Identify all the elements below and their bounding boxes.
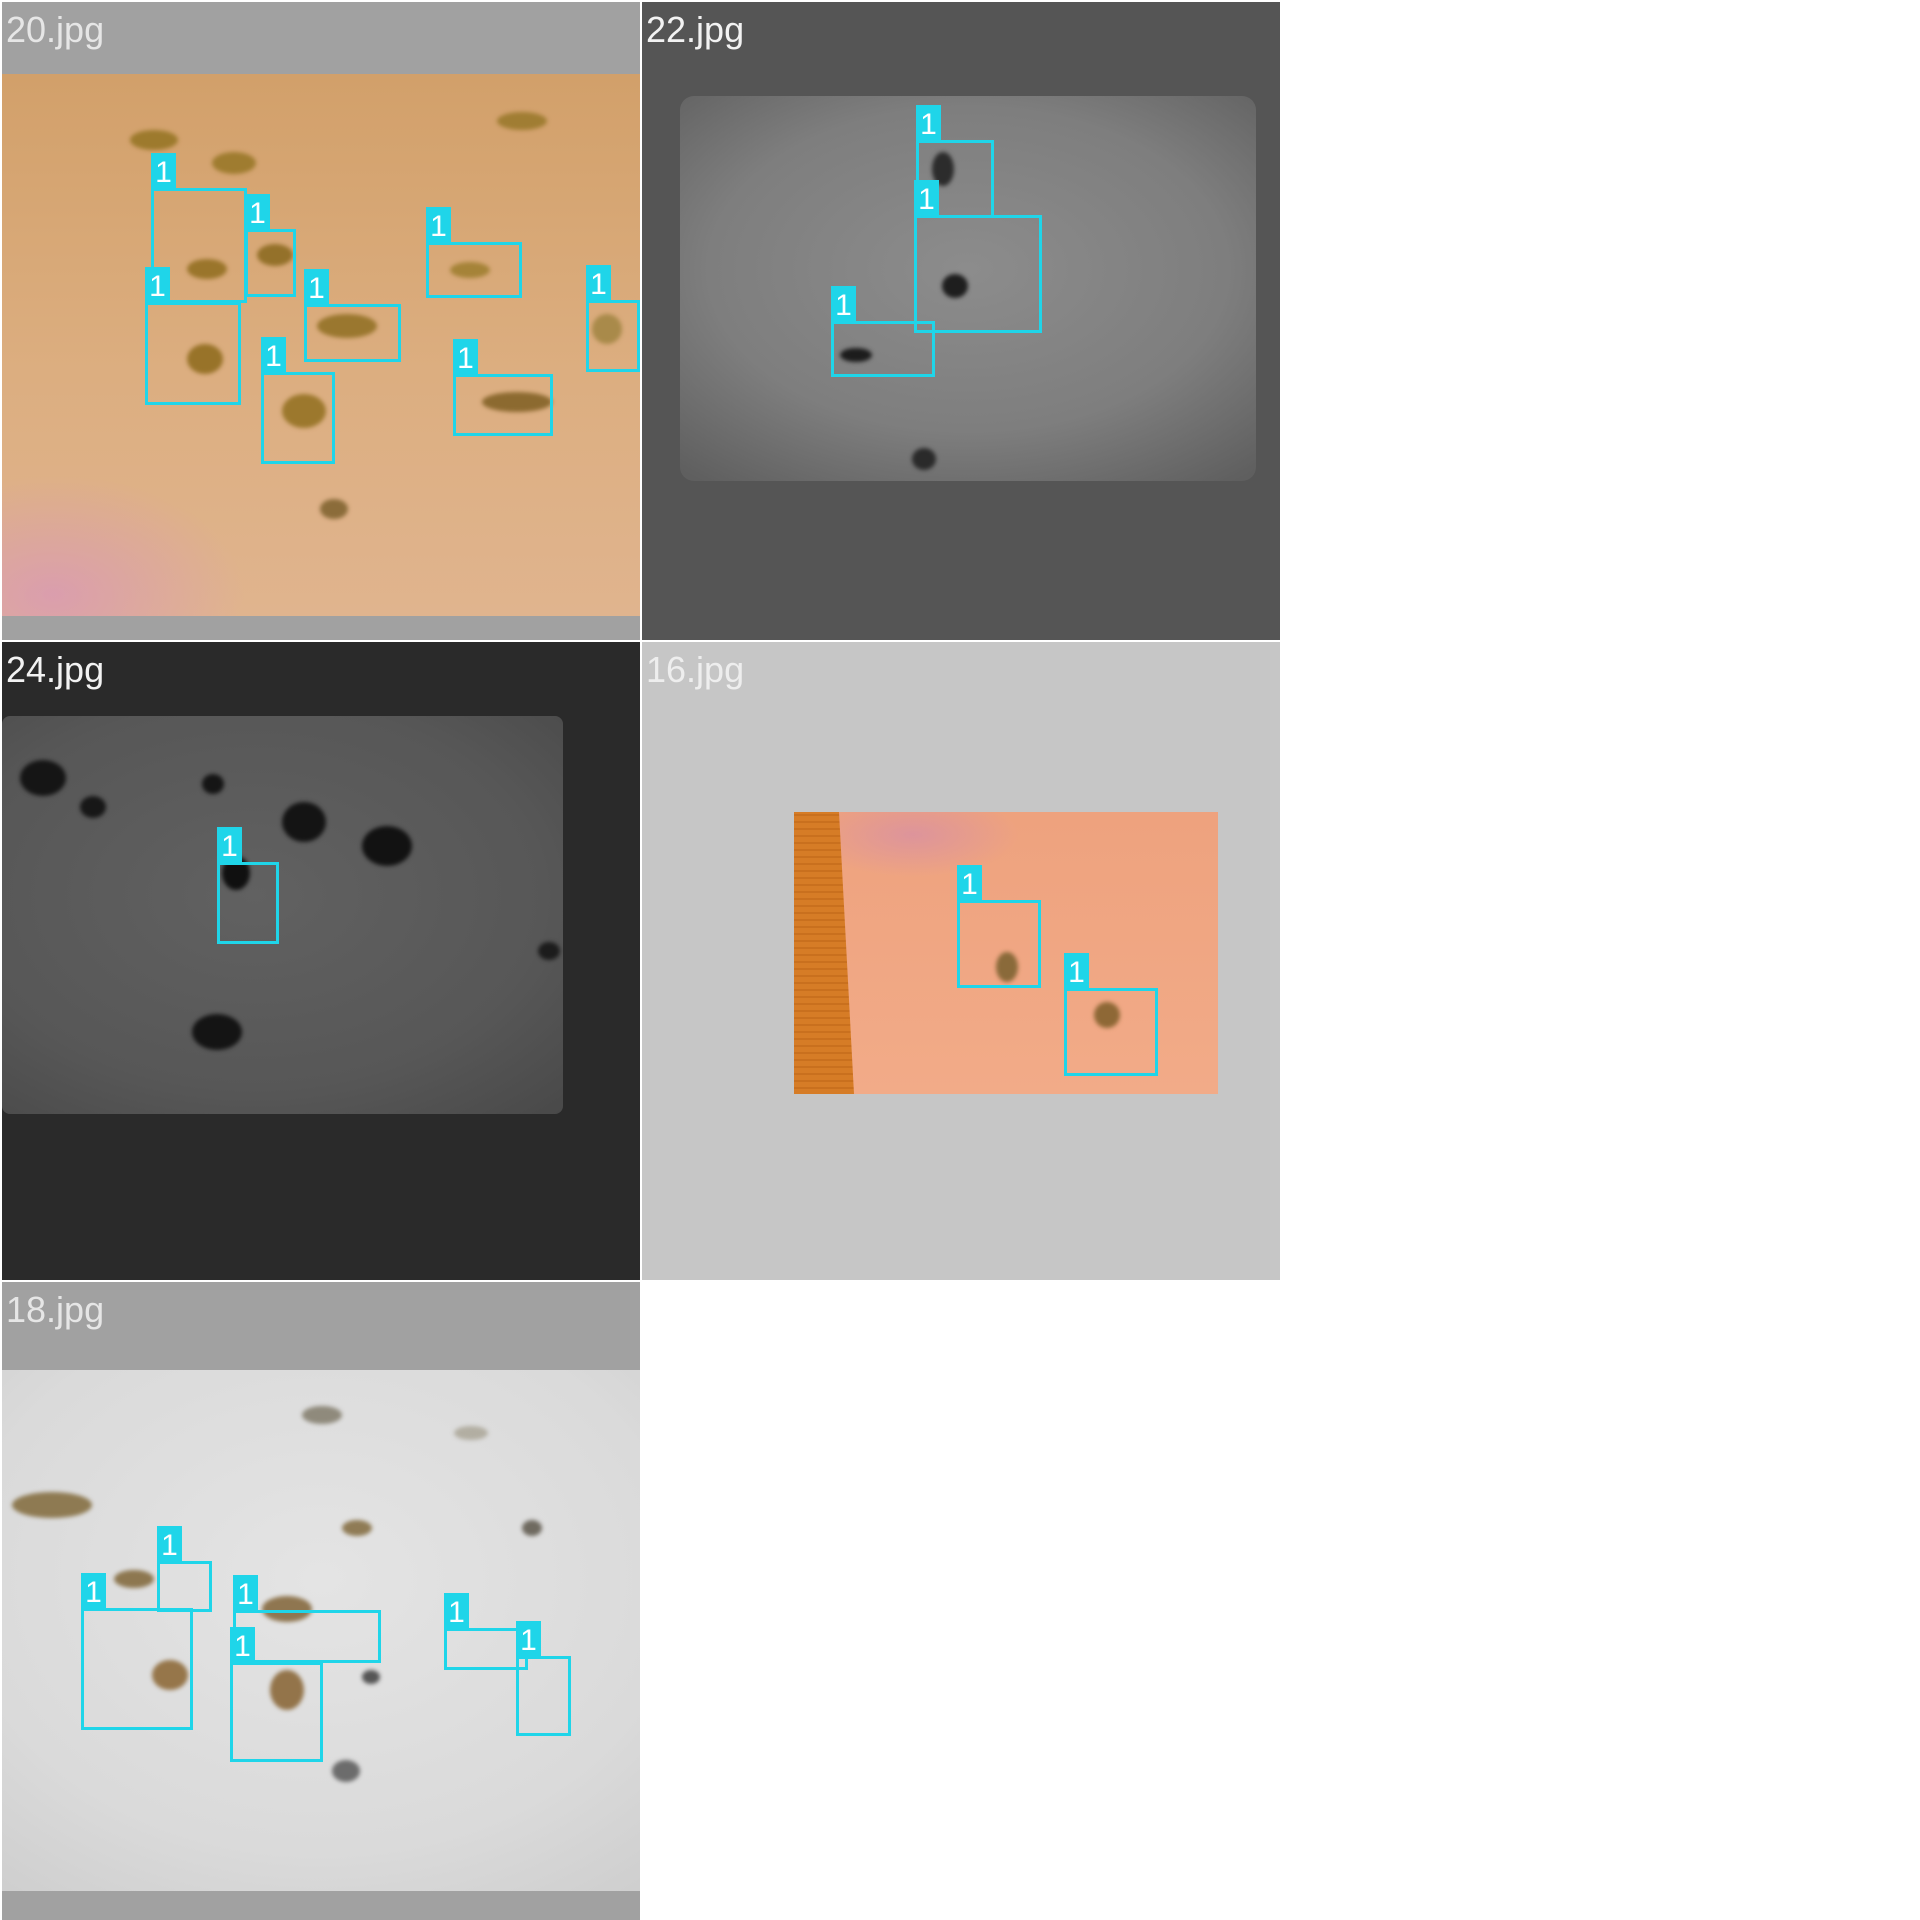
detection-box: 1: [586, 265, 640, 372]
detection-class-label: 1: [831, 286, 856, 324]
detection-box: 1: [914, 180, 1042, 333]
mosquito: [932, 152, 954, 186]
mosquito: [912, 448, 936, 470]
detection-class-label: 1: [157, 1526, 182, 1564]
mosquito: [996, 952, 1018, 982]
tile-24-jpg: 1 24.jpg: [2, 642, 640, 1280]
tile-filename: 20.jpg: [6, 9, 105, 50]
photo-20-jpg: [2, 74, 640, 616]
tile-22-jpg: 1 1 1 22.jpg: [642, 2, 1280, 640]
mosquito: [20, 760, 66, 796]
detection-class-label: 1: [444, 1593, 469, 1631]
detection-box: 1: [217, 827, 279, 944]
mosquito: [362, 826, 412, 866]
cardboard-edge: [794, 812, 854, 1094]
detection-box: 1: [304, 269, 401, 362]
mosquito: [482, 392, 552, 412]
tile-filename: 18.jpg: [6, 1289, 105, 1330]
mosquito: [262, 1596, 312, 1622]
detection-box: 1: [145, 267, 241, 405]
mosquito: [130, 130, 178, 150]
mosquito: [450, 262, 490, 278]
detection-box: 1: [245, 194, 296, 297]
detection-box: 1: [1064, 953, 1158, 1076]
detection-class-label: 1: [426, 207, 451, 245]
detection-class-label: 1: [516, 1621, 541, 1659]
mosquito: [362, 1670, 380, 1684]
detection-class-label: 1: [261, 337, 286, 375]
mosquito: [282, 802, 326, 842]
detection-class-label: 1: [304, 269, 329, 307]
mosquito: [302, 1406, 342, 1424]
mosquito: [497, 112, 547, 130]
mosquito: [270, 1670, 304, 1710]
mosquito: [454, 1426, 488, 1440]
mosquito: [840, 348, 872, 362]
mosquito: [212, 152, 256, 174]
mosquito: [114, 1570, 154, 1588]
detection-class-label: 1: [145, 267, 170, 305]
detection-class-label: 1: [245, 194, 270, 232]
detection-box: 1: [230, 1627, 323, 1762]
detection-box: 1: [157, 1526, 212, 1612]
mosquito: [282, 394, 326, 428]
mosquito: [317, 314, 377, 338]
mosquito: [187, 259, 227, 279]
detection-class-label: 1: [217, 827, 242, 865]
mosquito: [592, 314, 622, 344]
detection-class-label: 1: [230, 1627, 255, 1665]
mosquito: [332, 1760, 360, 1782]
detection-class-label: 1: [233, 1575, 258, 1613]
detection-class-label: 1: [1064, 953, 1089, 991]
mosquito: [942, 274, 968, 298]
detection-class-label: 1: [916, 105, 941, 143]
detection-box: 1: [426, 207, 522, 298]
photo-24-jpg: [2, 716, 563, 1114]
photo-16-jpg: [794, 812, 1218, 1094]
tile-16-jpg: 1 1 16.jpg: [642, 642, 1280, 1280]
mosquito: [522, 1520, 542, 1536]
tile-filename: 16.jpg: [646, 649, 745, 690]
mosquito: [152, 1660, 188, 1690]
mosquito: [202, 774, 224, 794]
detection-box: 1: [831, 286, 935, 377]
detection-box: 1: [233, 1575, 381, 1663]
photo-18-jpg: [2, 1370, 640, 1891]
detection-box: 1: [453, 339, 553, 436]
detection-class-label: 1: [81, 1573, 106, 1611]
detection-class-label: 1: [957, 865, 982, 903]
detection-class-label: 1: [453, 339, 478, 377]
tile-18-jpg: 1 1 1 1 1 1 18.jpg: [2, 1282, 640, 1920]
mosquito: [342, 1520, 372, 1536]
mosquito: [257, 244, 293, 266]
detection-class-label: 1: [151, 153, 176, 191]
tile-filename: 24.jpg: [6, 649, 105, 690]
mosquito: [12, 1492, 92, 1518]
mosquito: [187, 344, 223, 374]
mosquito: [192, 1014, 242, 1050]
photo-22-jpg: [680, 96, 1256, 481]
detection-class-label: 1: [586, 265, 611, 303]
mosquito: [80, 796, 106, 818]
detection-box: 1: [516, 1621, 571, 1736]
detection-box: 1: [81, 1573, 193, 1730]
detection-box: 1: [957, 865, 1041, 988]
tile-filename: 22.jpg: [646, 9, 745, 50]
detection-class-label: 1: [914, 180, 939, 218]
mosquito: [1094, 1002, 1120, 1028]
mosquito: [320, 499, 348, 519]
detection-box: 1: [261, 337, 335, 464]
tile-20-jpg: 1 1 1 1 1 1 1 1 20.jpg: [2, 2, 640, 640]
mosquito: [538, 942, 560, 960]
